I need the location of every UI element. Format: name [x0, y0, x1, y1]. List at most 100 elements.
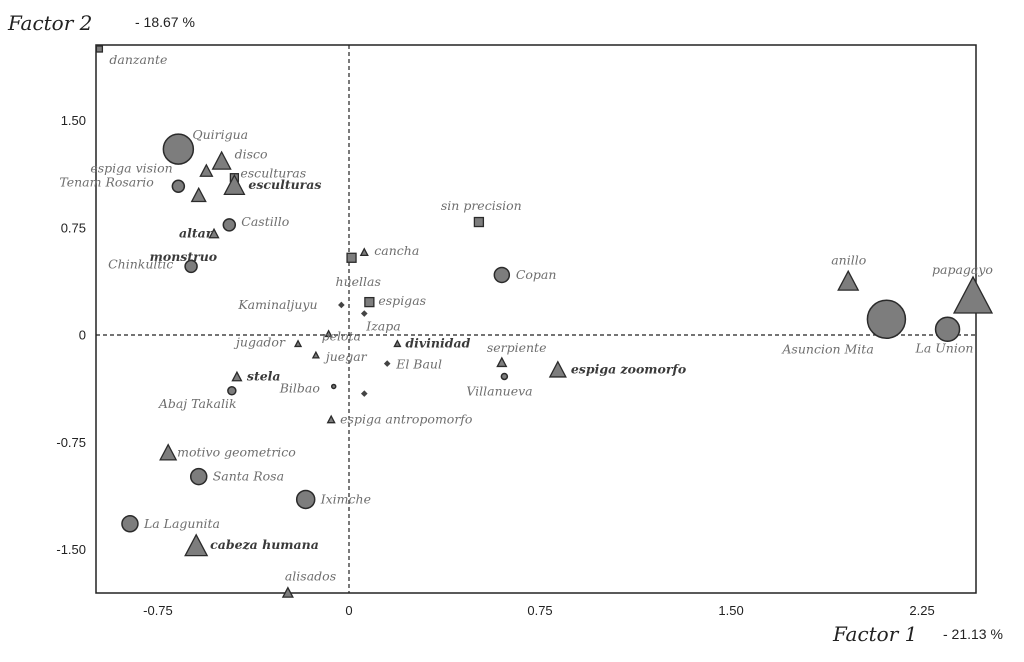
- point-triangle: [190, 186, 207, 203]
- point-label: juegar: [323, 349, 368, 364]
- point-label: Bilbao: [279, 380, 320, 395]
- point-circle: [934, 316, 961, 343]
- point-circle: [184, 259, 198, 274]
- x-tick-label: 2.25: [909, 603, 934, 618]
- point-label: Tenam Rosario: [59, 174, 153, 189]
- point-label: La Lagunita: [143, 516, 220, 531]
- point-label: La Union: [915, 340, 974, 355]
- point-label: cabeza humana: [210, 537, 319, 552]
- point-label: Copan: [516, 267, 557, 282]
- x-tick-labels: -0.75 0 0.75 1.50 2.25: [143, 603, 935, 618]
- y-axis-title: Factor 2: [7, 11, 92, 35]
- point-circle: [171, 179, 186, 194]
- point-label: sin precision: [441, 198, 522, 213]
- point-circle: [295, 489, 316, 510]
- point-dot: [360, 310, 368, 317]
- point-label: Villanueva: [466, 383, 532, 398]
- point-circle: [227, 386, 237, 396]
- point-label: jugador: [233, 335, 286, 350]
- point-label: anillo: [831, 253, 866, 268]
- point-label: Quirigua: [192, 127, 248, 142]
- point-circle: [493, 266, 511, 284]
- point-triangle: [837, 269, 860, 291]
- point-circle: [330, 383, 337, 390]
- plot-frame: [95, 44, 977, 594]
- point-label: espiga zoomorfo: [571, 361, 686, 376]
- point-label: espiga antropomorfo: [340, 411, 472, 426]
- point-label: stela: [247, 368, 281, 383]
- y-tick-label: 0.75: [61, 220, 86, 235]
- point-dot: [383, 360, 391, 367]
- point-circle: [162, 133, 195, 165]
- point-label: huellas: [336, 274, 381, 289]
- point-triangle: [211, 150, 232, 170]
- point-label: Iximche: [320, 491, 371, 506]
- point-circle: [500, 372, 509, 381]
- y-axis-title-group: Factor 2 - 18.67 %: [7, 11, 195, 35]
- point-triangle: [324, 329, 333, 338]
- point-label: disco: [235, 147, 268, 162]
- point-label: altar: [179, 225, 214, 240]
- point-triangle: [359, 247, 369, 257]
- point-label: serpiente: [487, 340, 547, 355]
- point-label: papagayo: [932, 262, 993, 277]
- point-square: [364, 296, 375, 308]
- point-label: divinidad: [405, 336, 470, 351]
- point-label: Izapa: [365, 319, 400, 334]
- point-label: esculturas: [248, 177, 321, 192]
- point-triangle: [952, 275, 994, 314]
- point-label: Abaj Takalik: [158, 396, 237, 411]
- point-label: Chinkultic: [108, 256, 173, 271]
- x-axis-title-group: Factor 1 - 21.13 %: [832, 622, 1003, 646]
- point-triangle: [293, 339, 303, 348]
- y-tick-label: 1.50: [61, 113, 86, 128]
- point-label: Kaminaljuyu: [237, 297, 317, 312]
- x-tick-label: 0.75: [527, 603, 552, 618]
- y-tick-label: -1.50: [56, 542, 86, 557]
- point-label: espiga vision: [90, 161, 172, 176]
- point-circle: [189, 467, 208, 486]
- point-square: [473, 216, 485, 228]
- point-square: [95, 45, 104, 53]
- point-label: alisados: [285, 568, 336, 583]
- point-triangle: [548, 360, 567, 378]
- point-triangle: [223, 173, 246, 196]
- point-triangle: [231, 370, 243, 382]
- data-points: [95, 45, 994, 598]
- point-label: Santa Rosa: [213, 469, 284, 484]
- point-label: danzante: [109, 52, 167, 67]
- point-circle: [866, 299, 907, 340]
- point-square: [346, 252, 357, 263]
- x-tick-label: -0.75: [143, 603, 173, 618]
- point-triangle: [208, 227, 220, 239]
- x-axis-title: Factor 1: [832, 622, 917, 646]
- y-tick-label: -0.75: [56, 435, 86, 450]
- point-triangle: [281, 586, 294, 598]
- point-dot: [338, 301, 345, 309]
- point-label: Castillo: [241, 214, 289, 229]
- point-label: cancha: [374, 243, 419, 258]
- point-label: Asuncion Mita: [781, 341, 873, 356]
- point-triangle: [496, 356, 508, 368]
- y-tick-labels: 1.50 0.75 0 -0.75 -1.50: [56, 113, 86, 557]
- y-tick-label: 0: [79, 328, 86, 343]
- point-label: motivo geometrico: [177, 444, 296, 459]
- x-axis-percent: - 21.13 %: [943, 626, 1003, 642]
- point-triangle: [326, 414, 336, 424]
- point-triangle: [159, 443, 178, 461]
- point-labels: danzante Quirigua disco espiga vision escult…: [59, 52, 993, 583]
- point-label: espigas: [378, 293, 426, 308]
- point-triangle: [199, 163, 214, 177]
- point-dot: [360, 390, 368, 397]
- point-triangle: [184, 533, 209, 557]
- point-label: esculturas: [240, 166, 306, 181]
- point-circle: [121, 515, 139, 533]
- point-label: pelota: [322, 329, 361, 344]
- x-tick-label: 1.50: [718, 603, 743, 618]
- point-label: El Baul: [395, 357, 442, 372]
- point-triangle: [393, 339, 402, 348]
- point-label: monstruo: [150, 249, 217, 264]
- x-tick-label: 0: [345, 603, 352, 618]
- y-axis-percent: - 18.67 %: [135, 14, 195, 30]
